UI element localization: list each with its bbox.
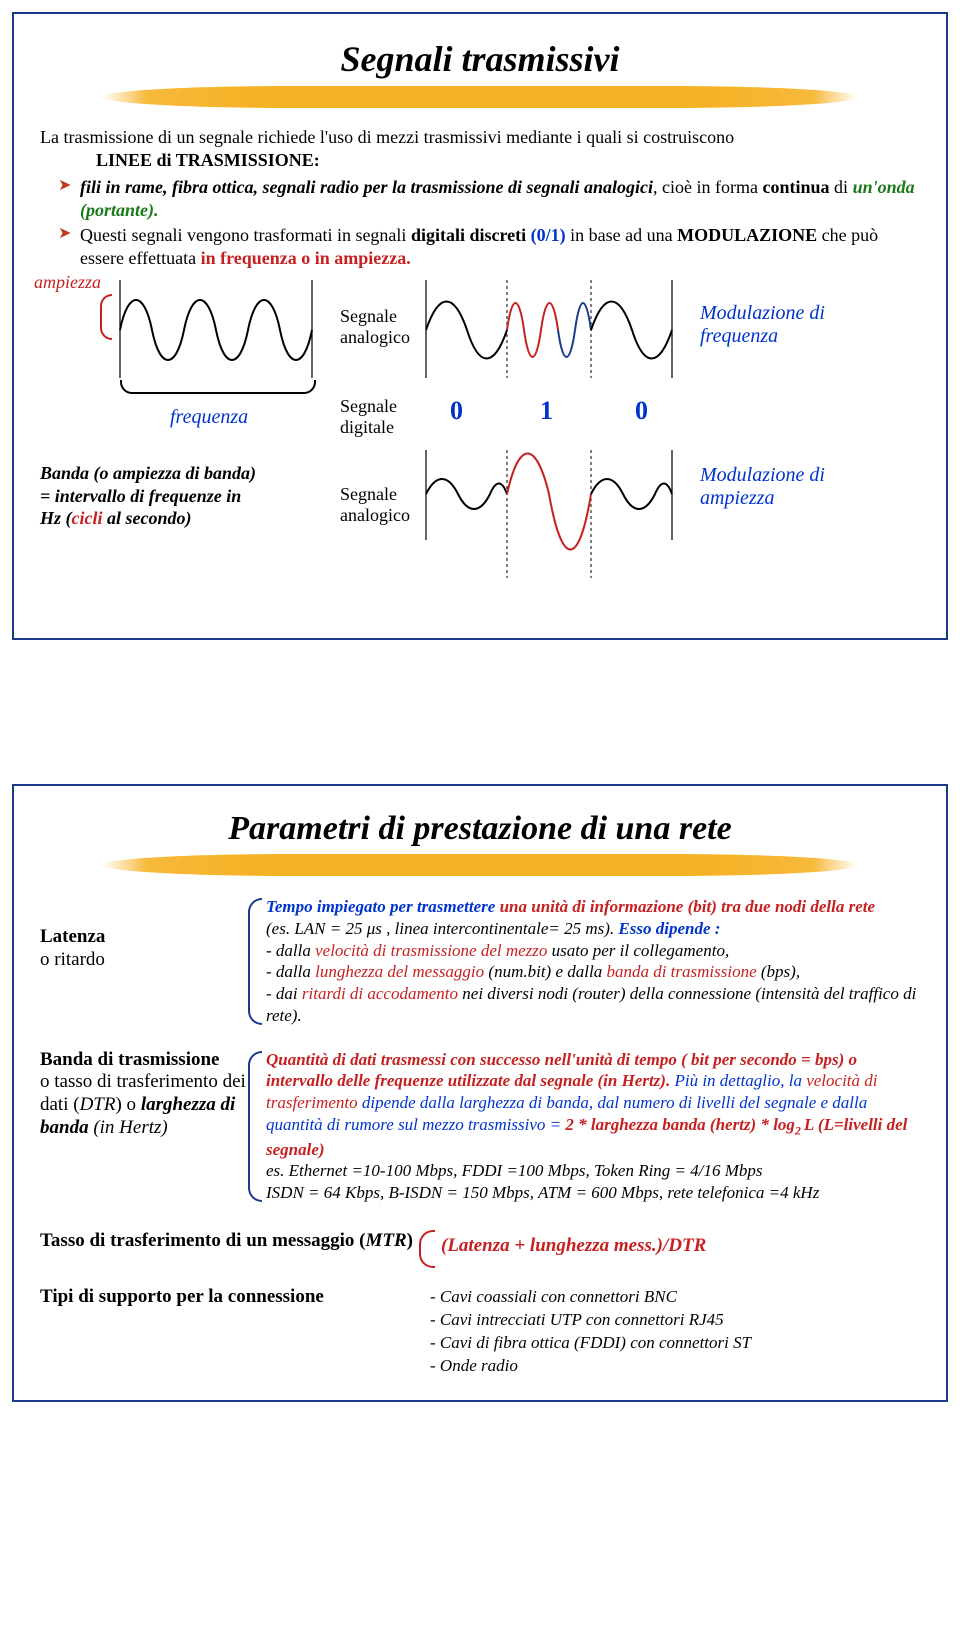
b2-red: in frequenza o in ampiezza. (201, 248, 411, 268)
bd2sub: 2 (795, 1123, 804, 1137)
banda-label: Banda di trasmissione o tasso di trasfer… (40, 1049, 250, 1140)
mtr-brace-icon (419, 1230, 435, 1268)
b1-mid2: di (830, 177, 853, 197)
lat-b: o ritardo (40, 949, 105, 970)
banda-l2: = intervallo di frequenze in (40, 486, 241, 506)
b1-a: fili in rame, fibra ottica, segnali radi… (80, 177, 653, 197)
bd2r2: 2 * larghezza banda (hertz) * log (565, 1115, 795, 1134)
latb2r2: banda di trasmissione (606, 962, 756, 981)
supp-1: - Cavi intrecciati UTP con connettori RJ… (430, 1309, 751, 1332)
seg-analog-top: Segnale analogico (340, 306, 410, 347)
supp-list: - Cavi coassiali con connettori BNC - Ca… (430, 1286, 751, 1378)
latenza-label: Latenza o ritardo (40, 896, 250, 972)
seg-digital: Segnale digitale (340, 396, 397, 437)
bullet-list: fili in rame, fibra ottica, segnali radi… (58, 176, 920, 270)
banda-l3b: al secondo) (102, 508, 191, 528)
latb1r: velocità di trasmissione del mezzo (315, 941, 547, 960)
latb1a: - dalla (266, 941, 315, 960)
ampiezza-label: ampiezza (34, 272, 101, 293)
b2-d: MODULAZIONE (677, 225, 817, 245)
banda-brace-icon (248, 1051, 262, 1202)
b2-a: Questi segnali vengono trasformati in se… (80, 225, 411, 245)
latenza-body: Tempo impiegato per trasmettere una unit… (250, 896, 920, 1027)
mod-amp-label: Modulazione di ampiezza (700, 464, 825, 510)
row-banda: Banda di trasmissione o tasso di trasfer… (40, 1049, 920, 1204)
bit-0b: 0 (635, 396, 648, 426)
bullet-2: Questi segnali vengono trasformati in se… (58, 224, 920, 270)
bd-ex: es. Ethernet =10-100 Mbps, FDDI =100 Mbp… (266, 1161, 819, 1202)
banda-l3a: Hz ( (40, 508, 72, 528)
brush-stroke-icon-2 (102, 854, 859, 876)
ampiezza-brace-icon (100, 294, 112, 340)
bl-a: Banda di trasmissione (40, 1049, 219, 1070)
lat1a: Tempo impiegato per trasmettere (266, 897, 500, 916)
slide2-title: Parametri di prestazione di una rete (40, 810, 920, 848)
banda-l1: Banda (o ampiezza di banda) (40, 463, 256, 483)
mtr-val: (Latenza + lunghezza mess.)/DTR (441, 1230, 706, 1257)
brush-stroke-icon (102, 86, 859, 108)
slide-2: Parametri di prestazione di una rete Lat… (12, 784, 948, 1402)
banda-body: Quantità di dati trasmessi con successo … (250, 1049, 920, 1204)
slide1-title: Segnali trasmissivi (40, 38, 920, 80)
fm-wave (424, 280, 674, 378)
bit-1: 1 (540, 396, 553, 426)
bl-b2: ) o (115, 1094, 140, 1115)
b2-c: in base ad una (566, 225, 677, 245)
bd2a: Più in dettaglio, la (674, 1071, 806, 1090)
b2-b: digitali discreti (411, 225, 531, 245)
bl-bi: DTR (80, 1094, 116, 1115)
slide-gap (0, 652, 960, 772)
latb2a: - dalla (266, 962, 315, 981)
intro-a: La trasmissione di un segnale richiede l… (40, 127, 734, 147)
freq-brace-icon (120, 380, 316, 394)
mtr-i: MTR (365, 1230, 406, 1251)
seg-analog-bot: Segnale analogico (340, 484, 410, 525)
lat2a: (es. LAN = 25 μs , linea intercontinenta… (266, 919, 614, 938)
latenza-brace-icon (248, 898, 262, 1025)
latb2c: (bps), (757, 962, 800, 981)
bullet-1: fili in rame, fibra ottica, segnali radi… (58, 176, 920, 222)
supp-2: - Cavi di fibra ottica (FDDI) con connet… (430, 1332, 751, 1355)
bl-b3: (in Hertz) (89, 1117, 168, 1138)
mtr-label: Tasso di trasferimento di un messaggio (… (40, 1230, 413, 1252)
diagram-area: ampiezza frequenza Banda (o ampiezza di … (40, 276, 920, 616)
b1-b2: continua (763, 177, 830, 197)
supp-label: Tipi di supporto per la connessione (40, 1286, 400, 1308)
row-mtr: Tasso di trasferimento di un messaggio (… (40, 1230, 920, 1268)
slide-1: Segnali trasmissivi La trasmissione di u… (12, 12, 948, 640)
latb3r: ritardi di accodamento (302, 984, 458, 1003)
latb2b: (num.bit) e dalla (484, 962, 606, 981)
b1-mid: , cioè in forma (653, 177, 762, 197)
bit-0a: 0 (450, 396, 463, 426)
supp-3: - Onde radio (430, 1355, 751, 1378)
row-supports: Tipi di supporto per la connessione - Ca… (40, 1286, 920, 1378)
lat1r: una unità di informazione (bit) tra due … (500, 897, 875, 916)
row-latenza: Latenza o ritardo Tempo impiegato per tr… (40, 896, 920, 1027)
mtr-b: ) (407, 1230, 413, 1251)
intro-b: LINEE di TRASMISSIONE: (96, 150, 320, 170)
latb2r1: lunghezza del messaggio (315, 962, 484, 981)
latb1b: usato per il collegamento, (547, 941, 729, 960)
analog-wave-left (116, 280, 316, 378)
b1-dot: . (154, 200, 159, 220)
lat-a: Latenza (40, 926, 105, 947)
b2-blue: (0/1) (531, 225, 566, 245)
supp-0: - Cavi coassiali con connettori BNC (430, 1286, 751, 1309)
banda-l3r: cicli (72, 508, 103, 528)
banda-definition: Banda (o ampiezza di banda) = intervallo… (40, 462, 300, 530)
am-wave (424, 444, 674, 584)
intro-text: La trasmissione di un segnale richiede l… (40, 126, 920, 172)
latb3a: - dai (266, 984, 302, 1003)
mtr-a: Tasso di trasferimento di un messaggio ( (40, 1230, 365, 1251)
lat2b: Esso dipende : (614, 919, 720, 938)
frequenza-label: frequenza (170, 406, 248, 429)
mod-freq-label: Modulazione di frequenza (700, 302, 825, 348)
